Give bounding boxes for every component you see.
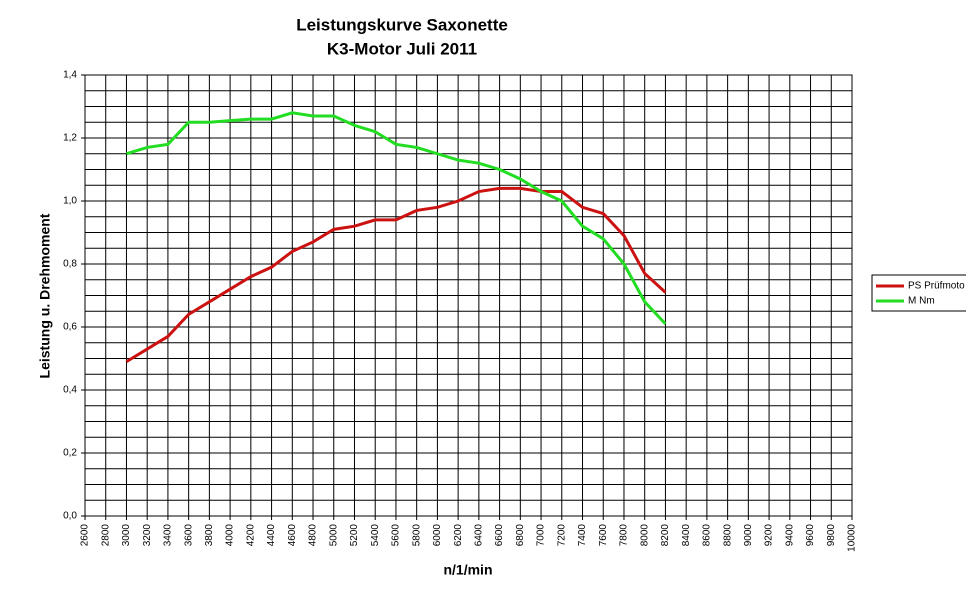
legend-label: PS Prüfmoto (908, 281, 965, 292)
x-tick-label: 8000 (639, 524, 650, 547)
y-tick-label: 0,2 (63, 448, 77, 459)
line (126, 111, 667, 325)
x-tick-label: 8800 (722, 524, 733, 547)
x-tick-label: 3000 (121, 524, 132, 547)
y-tick-label: 1,0 (63, 196, 77, 207)
x-tick-label: 7200 (556, 524, 567, 547)
x-tick-label: 4800 (308, 524, 319, 547)
x-tick-label: 6600 (494, 524, 505, 547)
x-tick-label: 5000 (328, 524, 339, 547)
legend-label: M Nm (908, 296, 935, 307)
x-tick-label: 3800 (204, 524, 215, 547)
x-tick-label: 3400 (163, 524, 174, 547)
x-tick-label: 5200 (349, 524, 360, 547)
legend-box (871, 274, 966, 312)
x-tick-label: 2800 (100, 524, 111, 547)
y-tick-label: 0,6 (63, 322, 77, 333)
x-tick-label: 5400 (370, 524, 381, 547)
x-tick-label: 4200 (245, 524, 256, 547)
x-tick-label: 6400 (474, 524, 485, 547)
x-tick-label: 6000 (432, 524, 443, 547)
x-tick-label: 9000 (743, 524, 754, 547)
y-tick-label: 1,4 (63, 70, 77, 81)
x-tick-label: 4600 (287, 524, 298, 547)
y-tick-label: 1,2 (63, 133, 77, 144)
x-tick-label: 2600 (80, 524, 91, 547)
x-axis-label: n/1/min (443, 562, 492, 578)
x-tick-label: 4400 (266, 524, 277, 547)
x-tick-label: 6800 (515, 524, 526, 547)
y-tick-label: 0,8 (63, 259, 77, 270)
x-tick-label: 7000 (536, 524, 547, 547)
x-tick-label: 8200 (660, 524, 671, 547)
chart-title: Leistungskurve Saxonette (296, 15, 508, 34)
y-tick-label: 0,4 (63, 385, 77, 396)
x-tick-label: 8600 (702, 524, 713, 547)
x-tick-label: 5600 (391, 524, 402, 547)
x-tick-label: 4000 (225, 524, 236, 547)
x-tick-label: 9600 (805, 524, 816, 547)
x-tick-label: 3600 (183, 524, 194, 547)
y-axis-label: Leistung u. Drehmoment (37, 213, 53, 378)
x-tick-label: 9400 (784, 524, 795, 547)
x-tick-label: 8400 (681, 524, 692, 547)
x-tick-label: 7400 (577, 524, 588, 547)
y-tick-label: 0,0 (63, 511, 77, 522)
x-tick-label: 9200 (764, 524, 775, 547)
x-tick-label: 5800 (411, 524, 422, 547)
x-tick-label: 6200 (453, 524, 464, 547)
plot-frame (84, 74, 853, 517)
x-tick-label: 10000 (847, 524, 858, 552)
x-tick-label: 3200 (142, 524, 153, 547)
x-tick-label: 9800 (826, 524, 837, 547)
x-tick-label: 7800 (619, 524, 630, 547)
x-tick-label: 7600 (598, 524, 609, 547)
line (125, 186, 667, 363)
chart-subtitle: K3-Motor Juli 2011 (327, 39, 477, 58)
